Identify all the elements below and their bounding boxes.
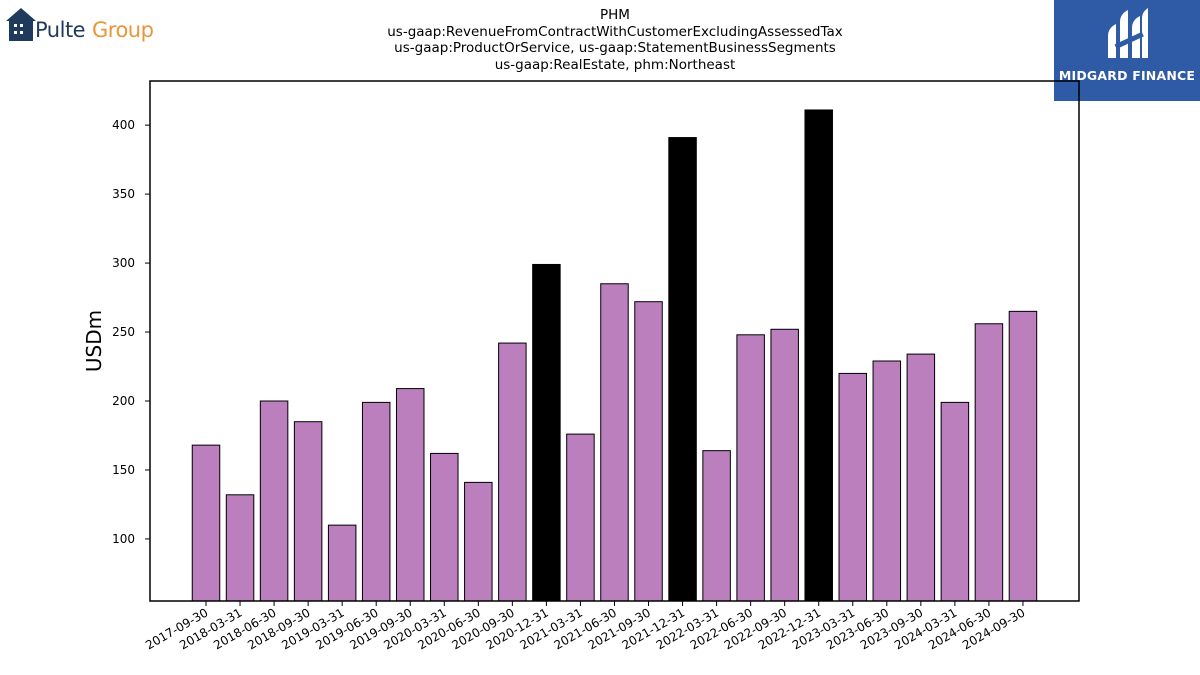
bar-2021-03-31 bbox=[566, 433, 595, 602]
bar-2020-12-31 bbox=[532, 263, 561, 602]
bar-2023-03-31 bbox=[838, 372, 868, 602]
bar-2019-03-31 bbox=[327, 524, 357, 602]
bar-2018-06-30 bbox=[259, 400, 289, 602]
bar-2024-09-30 bbox=[1008, 310, 1038, 602]
y-tick-label: 350 bbox=[112, 187, 135, 201]
house-icon bbox=[6, 8, 36, 41]
bar-2020-03-31 bbox=[430, 452, 459, 602]
pultegroup-logo: Pulte Group bbox=[6, 8, 156, 48]
title-line-ticker: PHM bbox=[600, 7, 630, 23]
y-axis: 100 150 200 250 300 350 400 bbox=[112, 118, 150, 546]
y-tick-label: 400 bbox=[112, 118, 135, 132]
bar-group bbox=[191, 109, 1038, 602]
y-axis-label: USDm bbox=[82, 310, 106, 372]
logo-word-pulte: Pulte bbox=[35, 18, 86, 42]
bar-2018-03-31 bbox=[225, 494, 255, 602]
bar-2018-09-30 bbox=[293, 421, 323, 602]
bar-2022-03-31 bbox=[702, 450, 731, 602]
y-tick-label: 100 bbox=[112, 532, 135, 546]
x-axis: 2017-09-302018-03-312018-06-302018-09-30… bbox=[143, 601, 1027, 652]
bar-2020-09-30 bbox=[498, 342, 527, 602]
bar-2022-06-30 bbox=[736, 334, 765, 602]
midgard-mark-icon bbox=[1108, 8, 1148, 58]
plot-frame bbox=[149, 80, 1080, 602]
bar-2023-09-30 bbox=[906, 353, 936, 602]
logo-word-group: Group bbox=[92, 18, 154, 42]
bar-2023-06-30 bbox=[872, 360, 902, 602]
bar-2017-09-30 bbox=[191, 444, 221, 602]
bar-2021-06-30 bbox=[600, 283, 629, 602]
y-tick-label: 150 bbox=[112, 463, 135, 477]
bar-2020-06-30 bbox=[464, 481, 493, 602]
bar-2021-12-31 bbox=[668, 137, 697, 602]
bar-2019-09-30 bbox=[395, 388, 425, 602]
y-tick-label: 300 bbox=[112, 256, 135, 270]
y-tick-label: 200 bbox=[112, 394, 135, 408]
y-tick-label: 250 bbox=[112, 325, 135, 339]
bar-2021-09-30 bbox=[634, 301, 663, 602]
title-line-concept: us-gaap:RevenueFromContractWithCustomerE… bbox=[387, 23, 843, 40]
bar-2022-09-30 bbox=[770, 328, 799, 602]
midgard-brand-text: MIDGARD FINANCE bbox=[1058, 68, 1196, 83]
bar-2024-03-31 bbox=[940, 401, 970, 602]
bar-2022-12-31 bbox=[804, 109, 833, 602]
bar-2019-06-30 bbox=[361, 401, 391, 602]
title-line-axes: us-gaap:ProductOrService, us-gaap:Statem… bbox=[394, 40, 836, 56]
bar-2024-06-30 bbox=[974, 323, 1004, 602]
title-line-members: us-gaap:RealEstate, phm:Northeast bbox=[494, 56, 736, 73]
chart-title: PHM us-gaap:RevenueFromContractWithCusto… bbox=[315, 7, 915, 73]
